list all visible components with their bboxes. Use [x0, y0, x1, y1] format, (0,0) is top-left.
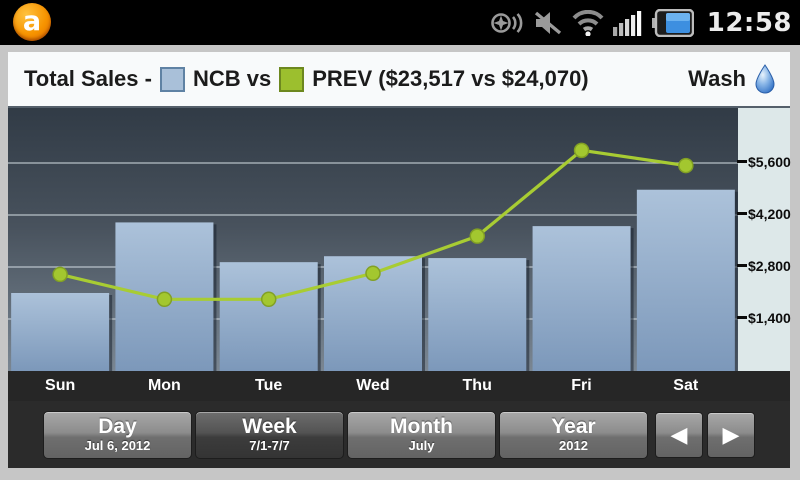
- ncb-bar: [428, 258, 527, 371]
- month-button[interactable]: Month July: [347, 410, 496, 459]
- plot-region: [8, 108, 738, 371]
- day-button[interactable]: Day Jul 6, 2012: [43, 410, 192, 459]
- metric-selector[interactable]: Wash: [688, 64, 776, 94]
- month-button-sublabel: July: [408, 438, 435, 453]
- chart-header: Total Sales - NCB vs PREV ($23,517 vs $2…: [8, 52, 790, 108]
- chart-area: $5,600 $4,200 $2,800 $1,400: [8, 108, 791, 371]
- x-axis-labels: Sun Mon Tue Wed Thu Fri Sat: [8, 371, 790, 401]
- x-tick-label: Fri: [571, 377, 592, 394]
- period-controls: Day Jul 6, 2012 Week 7/1-7/7 Month July …: [8, 401, 790, 468]
- signal-strength-icon: [612, 10, 641, 36]
- mute-icon: [534, 11, 561, 34]
- battery-icon: [651, 8, 694, 37]
- left-arrow-icon: ◀: [670, 421, 688, 447]
- y-axis-panel: $5,600 $4,200 $2,800 $1,400: [737, 108, 791, 371]
- ncb-bar: [636, 189, 735, 371]
- week-button[interactable]: Week 7/1-7/7: [195, 410, 344, 459]
- y-tick-label: $2,800: [737, 258, 791, 274]
- x-tick-label: Tue: [255, 377, 283, 394]
- week-button-label: Week: [242, 415, 297, 438]
- day-button-sublabel: Jul 6, 2012: [84, 438, 151, 453]
- year-button-label: Year: [551, 415, 596, 438]
- year-button-sublabel: 2012: [559, 438, 588, 453]
- ncb-bar: [11, 292, 110, 371]
- y-tick-label: $1,400: [737, 310, 791, 326]
- ncb-legend-label: NCB vs: [192, 66, 272, 91]
- y-tick-label: $5,600: [737, 154, 791, 170]
- prev-point: [573, 142, 590, 159]
- week-button-sublabel: 7/1-7/7: [249, 438, 290, 453]
- prev-point: [260, 291, 277, 308]
- month-button-label: Month: [390, 415, 453, 438]
- ncb-bar: [219, 262, 318, 371]
- x-tick-label: Wed: [356, 377, 390, 394]
- water-drop-icon: [755, 64, 775, 94]
- previous-period-button[interactable]: ◀: [655, 411, 703, 458]
- prev-legend-label: PREV ($23,517 vs $24,070): [312, 66, 589, 91]
- wifi-icon: [572, 9, 604, 36]
- prev-legend-swatch: [279, 66, 305, 92]
- app-window: Total Sales - NCB vs PREV ($23,517 vs $2…: [8, 52, 791, 468]
- chart-title: Total Sales - NCB vs PREV ($23,517 vs $2…: [24, 66, 589, 92]
- status-icons: 12:58: [490, 0, 792, 45]
- x-tick-label: Sun: [45, 377, 76, 394]
- x-tick-label: Thu: [462, 377, 492, 394]
- prev-point: [365, 265, 381, 282]
- y-tick-label: $4,200: [737, 206, 791, 222]
- status-clock: 12:58: [706, 7, 792, 38]
- app-launcher-icon: a: [13, 3, 51, 41]
- metric-label: Wash: [688, 66, 746, 91]
- chart-svg: [8, 142, 738, 371]
- right-arrow-icon: ▶: [722, 421, 740, 447]
- prev-point: [469, 228, 486, 244]
- status-bar: a: [0, 0, 800, 45]
- prev-point: [156, 291, 173, 308]
- day-button-label: Day: [98, 415, 137, 438]
- gps-location-icon: [490, 12, 523, 33]
- x-tick-label: Sat: [673, 377, 699, 394]
- prev-point: [52, 266, 68, 283]
- x-tick-label: Mon: [147, 377, 181, 394]
- next-period-button[interactable]: ▶: [707, 411, 755, 458]
- ncb-legend-swatch: [159, 66, 185, 92]
- prev-point: [678, 157, 694, 174]
- year-button[interactable]: Year 2012: [499, 410, 648, 459]
- ncb-bar: [532, 226, 631, 371]
- title-prefix: Total Sales -: [24, 66, 152, 91]
